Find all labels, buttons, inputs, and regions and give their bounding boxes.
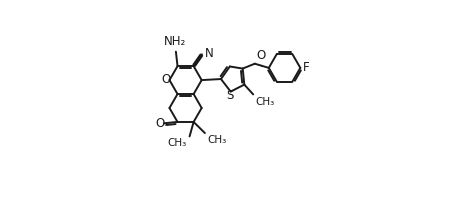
Text: CH₃: CH₃: [255, 97, 274, 106]
Text: O: O: [257, 49, 266, 62]
Text: CH₃: CH₃: [168, 138, 187, 148]
Text: O: O: [156, 117, 165, 130]
Text: CH₃: CH₃: [207, 135, 226, 145]
Text: O: O: [161, 73, 170, 86]
Text: NH₂: NH₂: [164, 35, 186, 48]
Text: F: F: [303, 61, 310, 74]
Text: N: N: [205, 47, 214, 60]
Text: S: S: [227, 89, 234, 102]
